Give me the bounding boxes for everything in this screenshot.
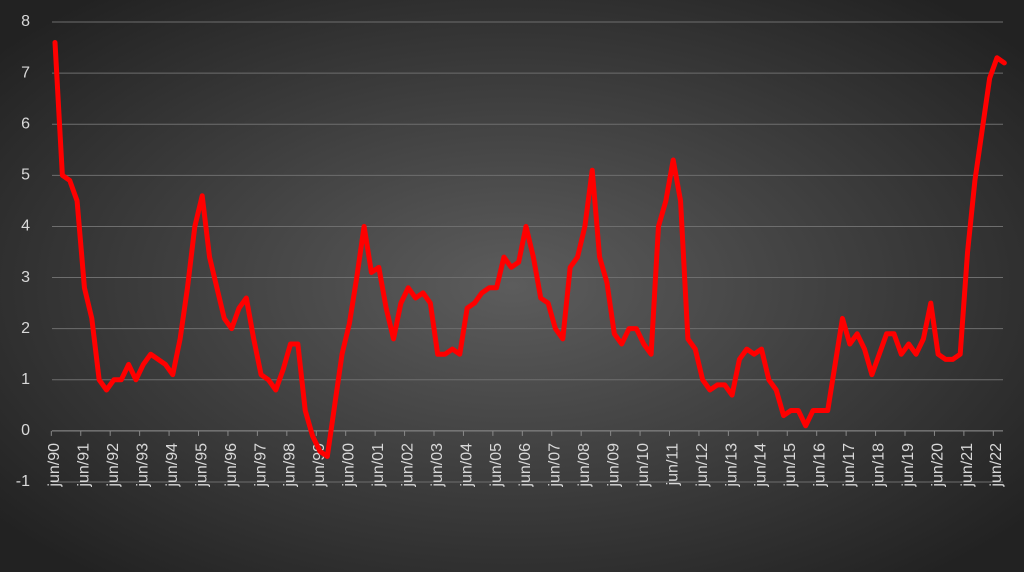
x-tick-label: jun/21: [959, 443, 976, 488]
x-tick-label: jun/14: [753, 443, 770, 488]
x-tick-label: jun/19: [900, 443, 917, 488]
x-tick-label: jun/13: [723, 443, 740, 488]
y-tick-label: 2: [21, 320, 30, 337]
x-tick-label: jun/15: [782, 443, 799, 488]
x-tick-label: jun/06: [517, 443, 534, 488]
x-tick-label: jun/11: [664, 443, 681, 487]
y-tick-label: 5: [21, 167, 30, 184]
x-tick-label: jun/95: [193, 443, 210, 488]
x-tick-label: jun/10: [635, 443, 652, 488]
y-tick-label: 8: [21, 13, 30, 30]
x-tick-label: jun/91: [76, 443, 93, 488]
x-tick-label: jun/97: [252, 443, 269, 488]
y-tick-label: -1: [16, 473, 30, 490]
x-tick-label: jun/22: [988, 443, 1005, 488]
x-tick-label: jun/90: [46, 443, 63, 488]
y-tick-label: 0: [21, 422, 30, 439]
y-tick-label: 3: [21, 269, 30, 286]
y-tick-label: 1: [21, 371, 30, 388]
data-line: [52, 39, 1007, 459]
x-tick-label: jun/92: [105, 443, 122, 488]
x-tick-label: jun/00: [341, 443, 358, 488]
y-tick-label: 7: [21, 64, 30, 81]
x-tick-label: jun/94: [164, 443, 181, 488]
x-tick-label: jun/18: [870, 443, 887, 488]
x-tick-label: jun/12: [694, 443, 711, 488]
x-tick-label: jun/93: [135, 443, 152, 488]
x-tick-label: jun/02: [399, 443, 416, 488]
y-tick-label: 4: [21, 218, 30, 235]
x-tick-label: jun/16: [812, 443, 829, 488]
x-tick-label: jun/07: [547, 443, 564, 488]
y-tick-label: 6: [21, 115, 30, 132]
x-tick-label: jun/01: [370, 443, 387, 488]
x-tick-label: jun/08: [576, 443, 593, 488]
x-tick-label: jun/04: [458, 443, 475, 488]
x-tick-label: jun/20: [929, 443, 946, 488]
x-tick-label: jun/17: [841, 443, 858, 488]
x-tick-label: jun/96: [223, 443, 240, 488]
x-tick-label: jun/05: [488, 443, 505, 488]
x-tick-label: jun/09: [606, 443, 623, 488]
x-tick-label: jun/98: [282, 443, 299, 488]
x-tick-label: jun/03: [429, 443, 446, 488]
